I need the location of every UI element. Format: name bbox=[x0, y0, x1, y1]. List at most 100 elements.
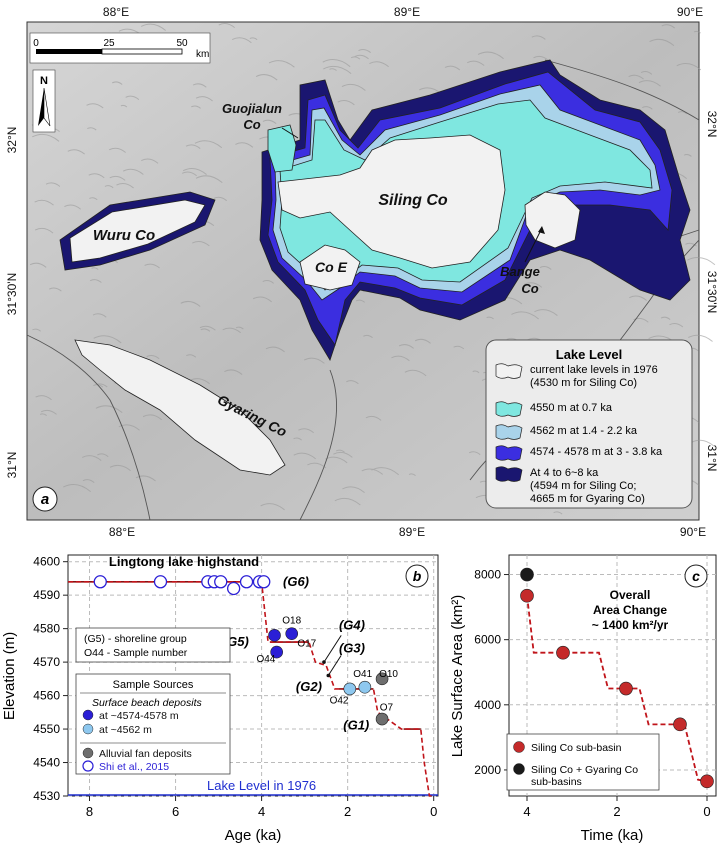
relief-stroke bbox=[192, 83, 207, 88]
relief-stroke bbox=[120, 104, 128, 108]
bange-pointer-head bbox=[538, 226, 545, 234]
relief-stroke bbox=[118, 424, 140, 431]
relief-stroke bbox=[140, 23, 166, 31]
scale-tick-0: 0 bbox=[33, 38, 39, 49]
relief-stroke bbox=[369, 61, 389, 68]
chart-b-sample-label: O44 bbox=[256, 654, 275, 665]
lat-left-3130: 31°30'N bbox=[5, 273, 19, 315]
chart-b-point-open bbox=[93, 575, 107, 589]
map-legend-label: 4550 m at 0.7 ka bbox=[530, 402, 613, 414]
map-legend: Lake Level current lake levels in 1976(4… bbox=[485, 339, 693, 509]
panel-a-badge bbox=[32, 486, 58, 512]
chart-c-point bbox=[520, 588, 534, 603]
relief-stroke bbox=[534, 309, 558, 316]
relief-stroke bbox=[333, 451, 353, 458]
chart-c: 4 2 0 2000 4000 6000 8000 Time (ka) Lake Surfa… bbox=[449, 554, 717, 844]
relief-stroke bbox=[182, 167, 207, 175]
chart-b-xtick-label: 6 bbox=[172, 804, 179, 819]
north-arrow-half bbox=[43, 87, 51, 127]
relief-stroke bbox=[95, 405, 123, 414]
relief-stroke bbox=[235, 142, 254, 148]
relief-stroke bbox=[533, 55, 549, 61]
chart-c-xtick-label: 2 bbox=[613, 804, 620, 819]
guojialun-pointer bbox=[281, 127, 299, 139]
relief-stroke bbox=[109, 464, 131, 472]
label-bange-1: Bange bbox=[500, 264, 540, 279]
chart-b-point-open bbox=[239, 575, 254, 589]
relief-stroke bbox=[82, 455, 102, 461]
chart-c-grid bbox=[509, 555, 716, 796]
relief-stroke bbox=[553, 511, 563, 515]
map-panel: 0 25 50 km N Guojialun Co Siling Co Wuru… bbox=[5, 5, 719, 539]
chart-b-group-label: (G4) bbox=[339, 617, 365, 632]
map-legend-box bbox=[485, 339, 693, 509]
relief-stroke bbox=[34, 227, 54, 234]
lon-bottom-89: 89°E bbox=[399, 525, 425, 539]
label-guojialun-2: Co bbox=[243, 117, 260, 132]
label-bange-2: Co bbox=[521, 281, 538, 296]
relief-stroke bbox=[67, 149, 86, 155]
relief-stroke bbox=[688, 334, 713, 342]
lat-right-32: 32°N bbox=[705, 111, 719, 138]
relief-stroke bbox=[86, 103, 104, 109]
chart-b-arrow bbox=[323, 635, 342, 663]
chart-c-legend-items: Siling Co sub-basin Siling Co + Gyaring C… bbox=[513, 741, 638, 788]
chart-b-title: Lingtong lake highstand bbox=[109, 554, 259, 569]
relief-stroke bbox=[199, 325, 216, 331]
panel-b-badge bbox=[405, 564, 429, 588]
chart-c-annotation-2: Area Change bbox=[593, 603, 667, 617]
chart-c-point bbox=[520, 567, 534, 582]
relief-stroke bbox=[49, 287, 62, 292]
relief-stroke bbox=[677, 111, 688, 115]
relief-stroke bbox=[683, 154, 692, 157]
relief-stroke bbox=[676, 63, 702, 71]
chart-b-sample-label: O41 bbox=[353, 669, 372, 680]
panel-b-label: b bbox=[413, 568, 422, 584]
relief-stroke bbox=[116, 182, 134, 189]
chart-b-legend-marker bbox=[82, 760, 94, 772]
relief-stroke bbox=[141, 158, 159, 164]
relief-stroke bbox=[186, 354, 197, 358]
relief-stroke bbox=[693, 30, 701, 34]
relief-stroke bbox=[135, 475, 156, 482]
chart-b-legend-title: Sample Sources bbox=[113, 679, 194, 691]
relief-stroke bbox=[661, 24, 676, 29]
relief-stroke bbox=[404, 369, 427, 377]
label-guojialun-1: Guojialun bbox=[222, 101, 282, 116]
relief-stroke bbox=[200, 328, 211, 332]
coe-current-shape bbox=[299, 244, 361, 291]
lakes bbox=[59, 59, 691, 476]
relief-stroke bbox=[629, 295, 647, 301]
relief-stroke bbox=[486, 316, 494, 320]
chart-b-legend-label: at ~4574-4578 m bbox=[99, 710, 179, 722]
chart-b-point bbox=[343, 682, 357, 696]
scale-unit: km bbox=[196, 49, 209, 60]
relief-stroke bbox=[249, 37, 258, 41]
relief-stroke bbox=[195, 175, 223, 184]
relief-stroke bbox=[108, 147, 126, 153]
chart-b-ytick-label: 4540 bbox=[33, 756, 60, 770]
relief-stroke bbox=[93, 335, 122, 344]
chart-c-point bbox=[700, 774, 714, 789]
relief-stroke bbox=[293, 437, 302, 441]
map-tick-labels: 88°E 89°E 90°E 88°E 89°E 90°E 32°N 31°30… bbox=[5, 5, 719, 539]
relief-stroke bbox=[88, 173, 105, 179]
relief-stroke bbox=[195, 96, 213, 102]
chart-b-points bbox=[93, 575, 389, 726]
relief-stroke bbox=[640, 71, 653, 75]
lon-top-90: 90°E bbox=[677, 5, 703, 19]
chart-b-xtick-label: 8 bbox=[86, 804, 93, 819]
relief-stroke bbox=[89, 279, 102, 283]
chart-c-ytick-label: 6000 bbox=[474, 633, 501, 647]
relief-stroke bbox=[142, 414, 163, 421]
relief-stroke bbox=[323, 65, 352, 75]
lat-right-3130: 31°30'N bbox=[705, 271, 719, 313]
relief-stroke bbox=[691, 439, 715, 447]
chart-c-legend-marker bbox=[513, 763, 525, 775]
chart-b-ytick-label: 4580 bbox=[33, 622, 60, 636]
map-legend-title: Lake Level bbox=[556, 347, 623, 362]
relief-stroke bbox=[45, 182, 61, 187]
chart-c-xlabel: Time (ka) bbox=[581, 827, 644, 844]
chart-b-xlabel: Age (ka) bbox=[225, 827, 282, 844]
